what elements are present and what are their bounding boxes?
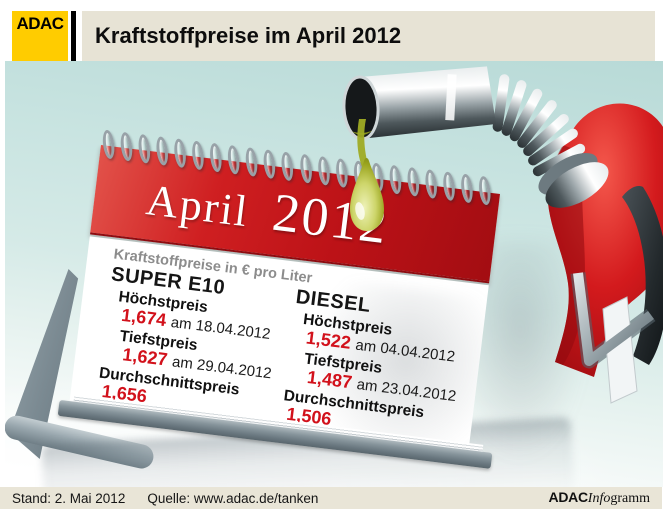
page-title: Kraftstoffpreise im April 2012 (95, 23, 402, 48)
calendar-month: April (143, 175, 252, 237)
spiral-ring-icon (280, 151, 295, 182)
logo-divider-bar (71, 11, 76, 62)
spiral-ring-icon (137, 133, 152, 164)
footer-bar: Stand: 2. Mai 2012 Quelle: www.adac.de/t… (0, 487, 662, 509)
footer-stand: Stand: 2. Mai 2012 (12, 490, 126, 506)
spiral-ring-icon (316, 155, 331, 186)
spiral-ring-icon (190, 140, 206, 171)
nozzle-collar (538, 153, 609, 208)
adac-logo-text: ADAC (16, 14, 64, 33)
nozzle-card (602, 296, 638, 404)
fuel-drop-icon (350, 119, 384, 231)
spiral-ring-icon (155, 135, 170, 167)
brand-info: Info (587, 491, 611, 506)
spiral-ring-icon (173, 138, 188, 169)
footer-quelle: Quelle: www.adac.de/tanken (147, 490, 319, 506)
brand-gramm: gramm (610, 491, 650, 506)
spiral-ring-icon (208, 142, 224, 173)
fuel-nozzle-icon (342, 66, 663, 404)
nozzle-ribbed-hose (492, 74, 586, 177)
footer-source: Stand: 2. Mai 2012 Quelle: www.adac.de/t… (12, 491, 318, 506)
illustration-scene: April 2012 Kraftstoffpreise in € pro Lit… (5, 61, 663, 487)
nozzle-trigger-guard (573, 272, 654, 366)
title-bar: Kraftstoffpreise im April 2012 (82, 11, 655, 61)
price-number: 1,627 (121, 344, 169, 370)
spiral-ring-icon (298, 153, 313, 184)
drop-body (350, 158, 384, 231)
spiral-ring-icon (244, 146, 260, 178)
drop-highlight (355, 202, 365, 220)
footer-brand: ADACInfogramm (549, 489, 650, 507)
super-e10-column: SUPER E10 Höchstpreis 1,674 am 18.04.2012… (96, 263, 283, 422)
drop-trail (357, 119, 368, 167)
brand-adac: ADAC (548, 489, 589, 505)
price-number: 1,674 (120, 304, 168, 331)
spiral-ring-icon (101, 129, 116, 160)
spiral-ring-icon (226, 144, 242, 175)
nozzle-spout (342, 66, 497, 141)
spiral-ring-icon (119, 131, 134, 162)
spiral-ring-icon (262, 149, 278, 180)
adac-logo: ADAC (12, 11, 68, 62)
